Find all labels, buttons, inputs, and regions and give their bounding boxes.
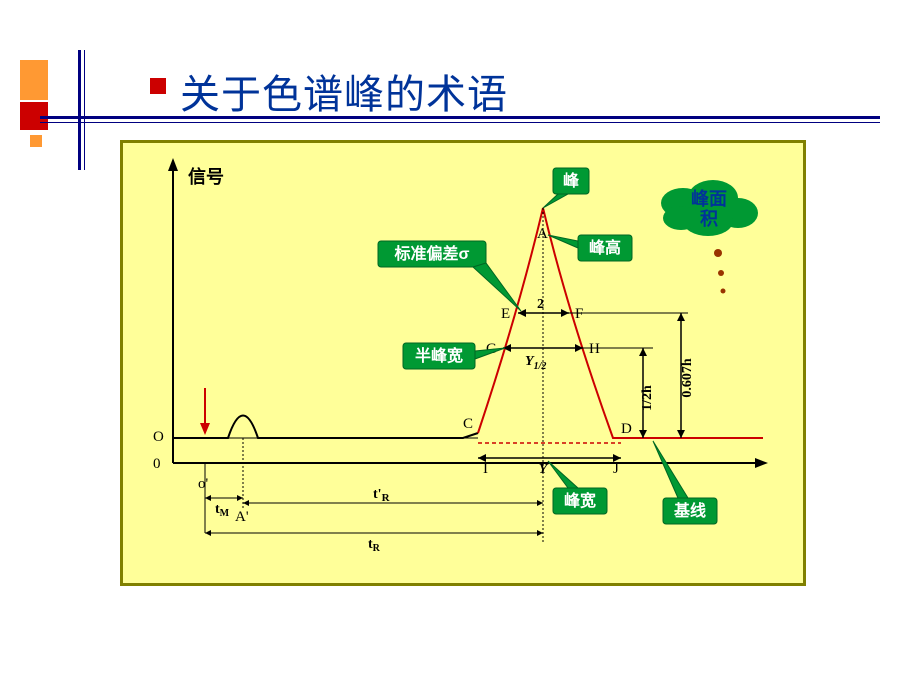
- diagram-frame: 信号 O 0 o' A' A: [120, 140, 806, 586]
- origin-O: O: [153, 429, 164, 445]
- bullet-icon: [150, 78, 166, 94]
- label-peak: 峰: [563, 171, 580, 190]
- point-D: D: [621, 421, 632, 437]
- label-peak-area-1: 峰面: [691, 188, 727, 209]
- label-peak-area-cloud: 峰面 积: [661, 180, 758, 236]
- tR-prime: t'R: [373, 487, 391, 504]
- point-H: H: [589, 341, 600, 357]
- tR: tR: [368, 537, 381, 554]
- point-A: A: [537, 226, 548, 242]
- label-baseline: 基线: [673, 501, 706, 520]
- label-peak-area-2: 积: [700, 209, 718, 229]
- A-prime: A': [235, 509, 249, 525]
- title-rule-h2: [40, 122, 880, 123]
- label-peakwidth: 峰宽: [564, 491, 596, 510]
- two-sigma: 2: [537, 297, 544, 312]
- slide: 关于色谱峰的术语 信号 O 0 o': [0, 0, 920, 690]
- Y-sym: Y: [539, 462, 549, 477]
- point-F: F: [575, 306, 583, 322]
- page-title: 关于色谱峰的术语: [180, 62, 508, 120]
- half-h: 1/2h: [640, 385, 655, 411]
- title-bar: 关于色谱峰的术语: [40, 60, 880, 130]
- point-J: J: [613, 461, 619, 477]
- point-C: C: [463, 416, 473, 432]
- chromatogram-diagram: 信号 O 0 o' A' A: [123, 143, 803, 583]
- baseline-curve: [173, 416, 478, 439]
- label-halfwidth: 半峰宽: [415, 346, 463, 365]
- title-rule-v: [78, 50, 81, 170]
- label-peak-height: 峰高: [589, 238, 621, 257]
- h607: 0.607h: [680, 358, 695, 398]
- signal-label: 信号: [188, 166, 224, 187]
- point-I: I: [483, 461, 488, 477]
- label-stddev: 标准偏差σ: [394, 244, 470, 263]
- title-rule-v2: [84, 50, 85, 170]
- origin-0: 0: [153, 456, 161, 472]
- o-prime: o': [198, 476, 209, 492]
- point-E: E: [501, 306, 510, 322]
- tM: tM: [215, 502, 230, 519]
